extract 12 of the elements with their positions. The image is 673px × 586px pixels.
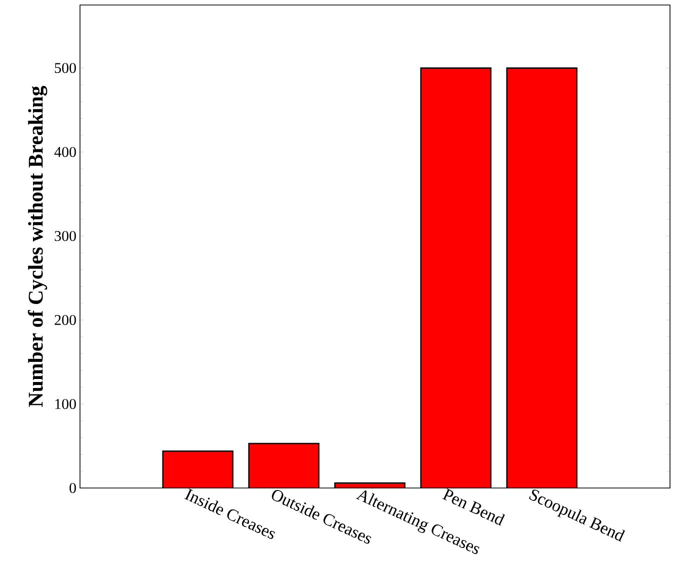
y-tick-label: 300 xyxy=(54,230,76,242)
y-tick-label: 400 xyxy=(54,146,76,158)
y-tick-label: 500 xyxy=(54,62,76,74)
y-tick-label: 0 xyxy=(70,482,76,494)
bar xyxy=(506,67,578,488)
x-tick-label: Pen Bend xyxy=(442,488,505,526)
bar xyxy=(420,68,491,488)
bar xyxy=(162,451,233,488)
y-axis-title: Number of Cycles without Breaking xyxy=(28,86,48,407)
y-tick-label: 200 xyxy=(54,314,76,326)
y-tick-label: 100 xyxy=(55,398,76,410)
bar xyxy=(248,443,319,488)
